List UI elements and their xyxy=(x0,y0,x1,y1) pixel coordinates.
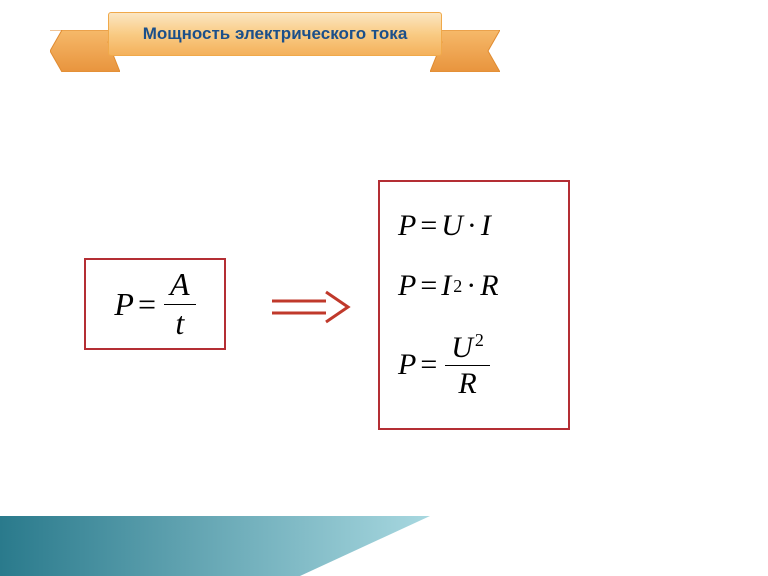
formula-box-definition: P = A t xyxy=(84,258,226,350)
denominator-t: t xyxy=(169,305,190,342)
formula-P-U2R: P = U2 R xyxy=(398,330,550,401)
var-I: I xyxy=(481,209,491,243)
fraction-A-over-t: A t xyxy=(164,266,196,341)
formula-box-derived: P = U · I P = I2 · R P = U2 R xyxy=(378,180,570,430)
equals-sign: = xyxy=(420,269,437,303)
multiply-dot: · xyxy=(467,209,477,243)
var-U: U xyxy=(441,209,463,243)
page-title: Мощность электрического тока xyxy=(143,24,408,44)
var-P: P xyxy=(398,269,416,303)
numerator-A: A xyxy=(164,266,196,304)
equals-sign: = xyxy=(420,209,437,243)
denominator-R: R xyxy=(452,366,482,401)
arrow-icon xyxy=(270,290,352,324)
equals-sign: = xyxy=(420,348,437,382)
multiply-dot: · xyxy=(466,269,476,303)
formula-P-UI: P = U · I xyxy=(398,209,550,243)
numerator-U2: U2 xyxy=(445,330,490,366)
var-P: P xyxy=(398,209,416,243)
formula-power-definition: P = A t xyxy=(114,266,195,341)
var-R: R xyxy=(480,269,498,303)
formula-P-I2R: P = I2 · R xyxy=(398,269,550,303)
var-P: P xyxy=(398,348,416,382)
title-ribbon: Мощность электрического тока xyxy=(60,12,490,74)
corner-decoration xyxy=(0,486,430,576)
var-P: P xyxy=(114,286,134,323)
fraction-U2-over-R: U2 R xyxy=(445,330,490,401)
exponent-2: 2 xyxy=(453,276,462,297)
var-I: I xyxy=(441,269,451,303)
equals-sign: = xyxy=(138,286,156,323)
ribbon-center: Мощность электрического тока xyxy=(108,12,442,56)
